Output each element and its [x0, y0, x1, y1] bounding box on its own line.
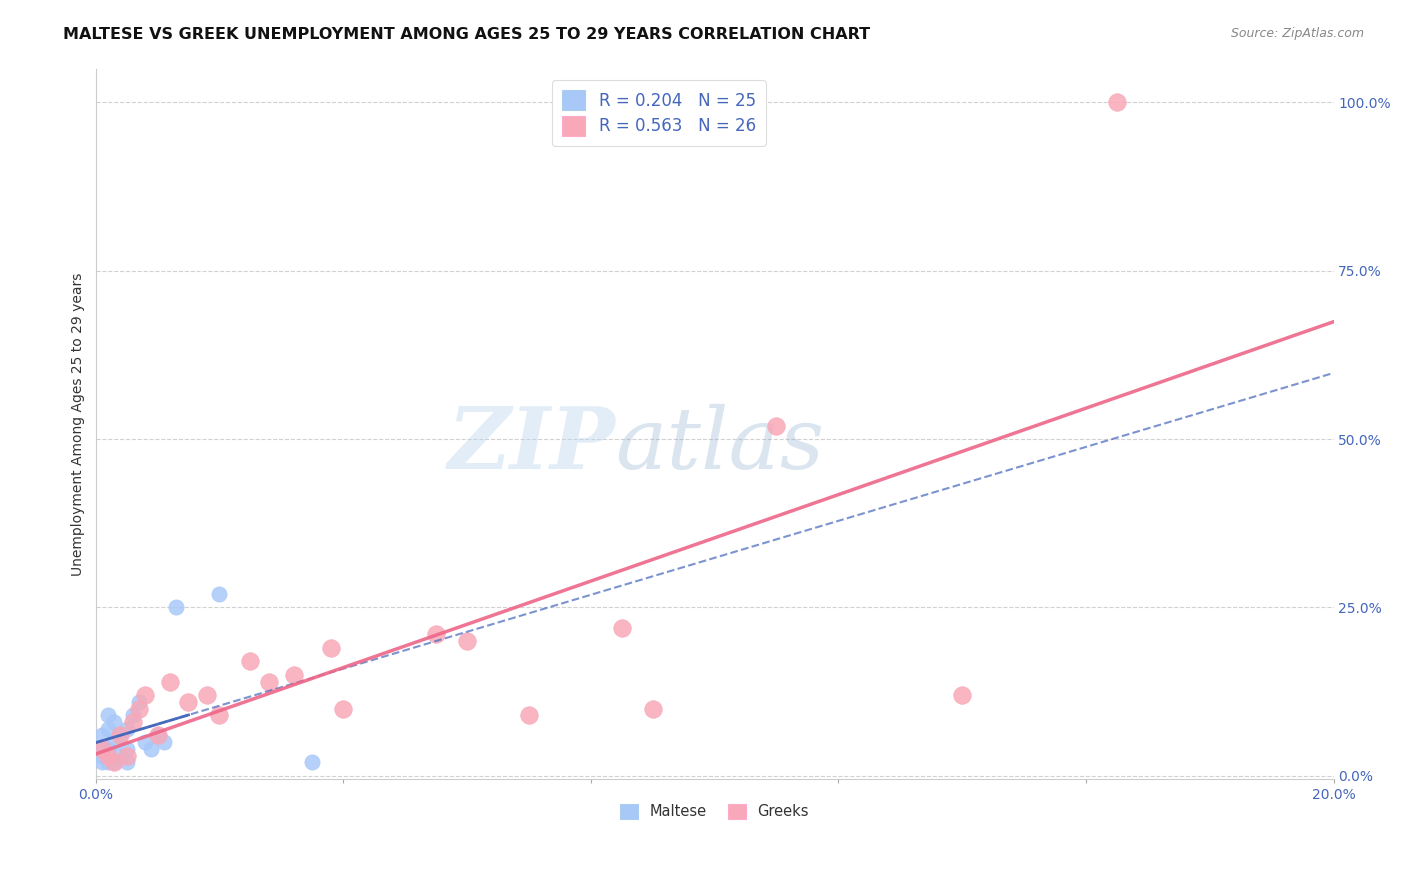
Point	[152, 735, 174, 749]
Point	[195, 688, 218, 702]
Point	[146, 729, 169, 743]
Point	[641, 701, 664, 715]
Legend: Maltese, Greeks: Maltese, Greeks	[614, 798, 815, 825]
Point	[159, 674, 181, 689]
Point	[97, 742, 120, 756]
Point	[121, 708, 143, 723]
Point	[208, 708, 231, 723]
Text: ZIP: ZIP	[447, 403, 616, 487]
Point	[103, 756, 125, 770]
Point	[90, 742, 112, 756]
Point	[128, 701, 150, 715]
Point	[115, 756, 138, 770]
Point	[239, 654, 262, 668]
Point	[134, 735, 156, 749]
Point	[1105, 95, 1128, 110]
Point	[97, 748, 120, 763]
Point	[115, 722, 138, 736]
Point	[208, 587, 231, 601]
Point	[110, 748, 132, 763]
Text: atlas: atlas	[616, 404, 825, 486]
Point	[134, 688, 156, 702]
Point	[97, 722, 120, 736]
Point	[425, 627, 447, 641]
Point	[103, 756, 125, 770]
Point	[110, 729, 132, 743]
Point	[950, 688, 973, 702]
Point	[115, 748, 138, 763]
Point	[456, 634, 478, 648]
Point	[517, 708, 540, 723]
Text: MALTESE VS GREEK UNEMPLOYMENT AMONG AGES 25 TO 29 YEARS CORRELATION CHART: MALTESE VS GREEK UNEMPLOYMENT AMONG AGES…	[63, 27, 870, 42]
Point	[97, 708, 120, 723]
Point	[90, 729, 112, 743]
Point	[110, 729, 132, 743]
Point	[141, 742, 163, 756]
Y-axis label: Unemployment Among Ages 25 to 29 years: Unemployment Among Ages 25 to 29 years	[72, 272, 86, 575]
Text: Source: ZipAtlas.com: Source: ZipAtlas.com	[1230, 27, 1364, 40]
Point	[765, 418, 787, 433]
Point	[257, 674, 280, 689]
Point	[121, 714, 143, 729]
Point	[90, 742, 112, 756]
Point	[97, 756, 120, 770]
Point	[610, 621, 633, 635]
Point	[90, 748, 112, 763]
Point	[115, 742, 138, 756]
Point	[90, 756, 112, 770]
Point	[177, 695, 200, 709]
Point	[146, 729, 169, 743]
Point	[103, 714, 125, 729]
Point	[332, 701, 354, 715]
Point	[165, 600, 187, 615]
Point	[103, 735, 125, 749]
Point	[283, 668, 305, 682]
Point	[319, 640, 342, 655]
Point	[301, 756, 323, 770]
Point	[128, 695, 150, 709]
